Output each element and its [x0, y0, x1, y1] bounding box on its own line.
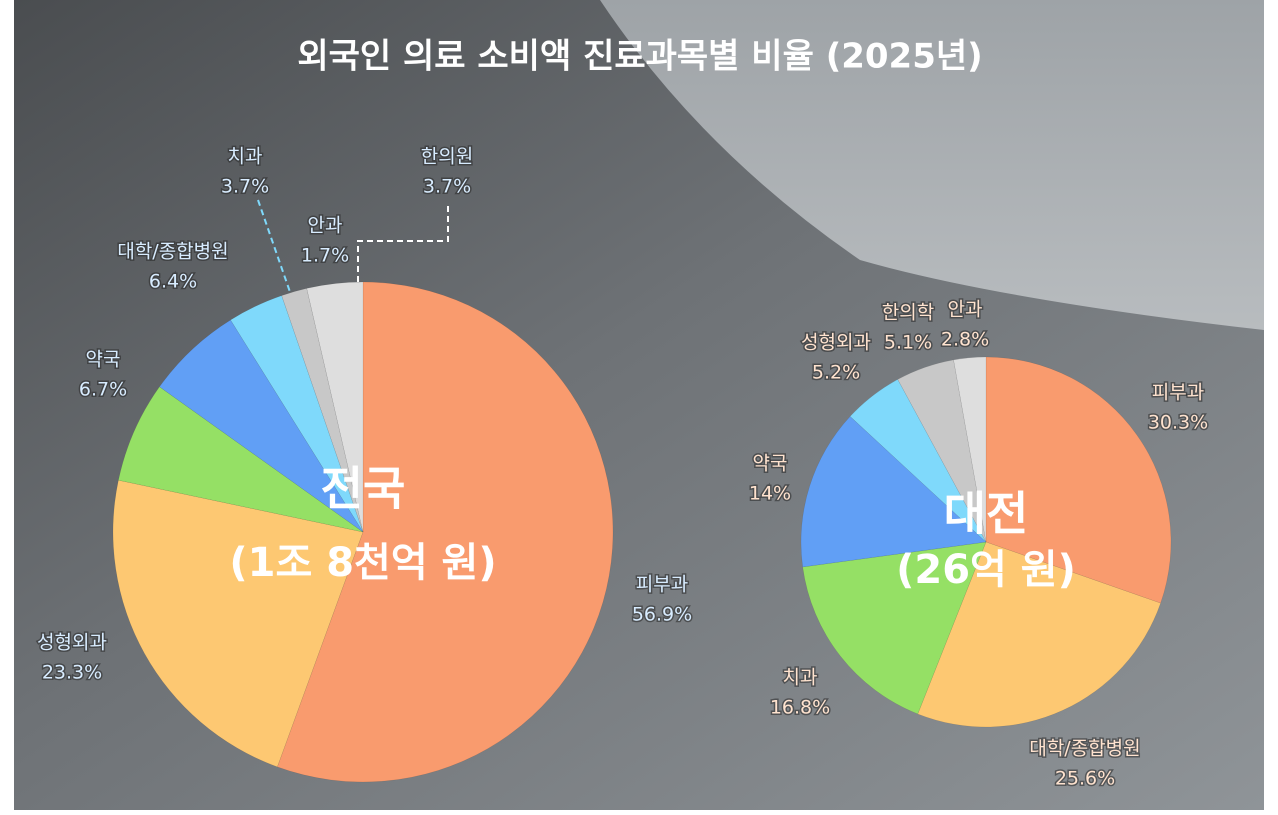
pie-slice — [800, 416, 987, 568]
pie-slice — [159, 319, 364, 533]
pie-slice — [118, 386, 364, 533]
value-label: 30.3% — [1148, 412, 1208, 434]
value-label: 3.7% — [221, 176, 269, 198]
value-label: 23.3% — [42, 662, 102, 684]
value-label: 5.1% — [884, 332, 932, 354]
center-subtitle: (26억 원) — [896, 547, 1076, 593]
value-label: 14% — [749, 483, 791, 505]
slice-label: 안과 — [308, 215, 343, 237]
pie-slice — [277, 281, 614, 783]
value-label: 2.8% — [941, 329, 989, 351]
pie-slice — [802, 541, 987, 715]
pie-slice — [230, 295, 364, 533]
center-subtitle: (1조 8천억 원) — [229, 540, 496, 586]
leader-line — [257, 199, 291, 293]
pie-slice — [849, 379, 987, 543]
value-label: 56.9% — [632, 604, 692, 626]
value-label: 16.8% — [770, 697, 830, 719]
slice-label: 성형외과 — [801, 332, 871, 354]
pie-slice — [897, 359, 987, 543]
slice-label: 약국 — [753, 453, 788, 475]
slice-label: 한의학 — [882, 302, 934, 324]
pie-slice — [953, 356, 987, 543]
slice-label: 안과 — [948, 299, 983, 321]
slice-label: 성형외과 — [37, 632, 107, 654]
value-label: 6.4% — [149, 271, 197, 293]
pie-slice — [281, 288, 364, 533]
slice-label: 한의원 — [421, 146, 473, 168]
pie-slice — [917, 541, 1161, 728]
value-label: 5.2% — [812, 362, 860, 384]
slice-label: 대학/종합병원 — [1029, 738, 1140, 760]
value-label: 25.6% — [1055, 768, 1115, 790]
pie-slice — [306, 281, 364, 533]
pie-slice — [985, 356, 1172, 604]
center-title: 대전 — [944, 487, 1029, 541]
value-label: 6.7% — [79, 379, 127, 401]
center-title: 전국 — [321, 462, 406, 516]
leader-line — [357, 206, 449, 282]
slice-label: 피부과 — [636, 574, 688, 596]
value-label: 1.7% — [301, 245, 349, 267]
pie-slice — [112, 479, 364, 768]
slice-label: 치과 — [783, 667, 818, 689]
slice-label: 피부과 — [1152, 382, 1204, 404]
value-label: 3.7% — [423, 176, 471, 198]
chart-title: 외국인 의료 소비액 진료과목별 비율 (2025년) — [297, 37, 982, 77]
slice-label: 대학/종합병원 — [117, 241, 228, 263]
slice-label: 치과 — [228, 146, 263, 168]
slice-label: 약국 — [86, 349, 121, 371]
background-sky — [600, 0, 1264, 330]
